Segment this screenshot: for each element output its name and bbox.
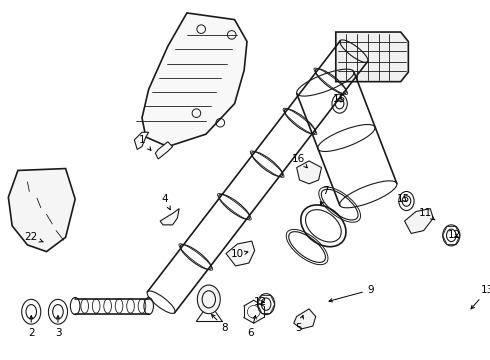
Text: 22: 22 — [24, 232, 43, 242]
Text: 8: 8 — [212, 315, 228, 333]
Text: 23: 23 — [0, 359, 1, 360]
Polygon shape — [134, 132, 148, 149]
Text: 10: 10 — [231, 249, 248, 260]
Text: 17: 17 — [0, 359, 1, 360]
Text: 6: 6 — [247, 315, 256, 338]
Text: 7: 7 — [320, 186, 329, 205]
Polygon shape — [8, 168, 75, 252]
Text: 18: 18 — [0, 359, 1, 360]
Text: 2: 2 — [28, 316, 35, 338]
Polygon shape — [405, 209, 433, 234]
Polygon shape — [142, 13, 247, 147]
Text: 12: 12 — [447, 230, 461, 240]
Polygon shape — [155, 142, 172, 159]
Text: 15: 15 — [333, 94, 346, 104]
Text: 1: 1 — [139, 135, 151, 150]
Text: 13: 13 — [471, 285, 490, 309]
Polygon shape — [336, 32, 408, 82]
Text: 12: 12 — [254, 297, 267, 307]
Text: 5: 5 — [295, 315, 303, 333]
Text: 3: 3 — [55, 316, 61, 338]
Text: 21: 21 — [0, 359, 1, 360]
Polygon shape — [226, 241, 255, 266]
Polygon shape — [294, 309, 316, 329]
Polygon shape — [160, 209, 179, 225]
Text: 20: 20 — [0, 359, 1, 360]
Text: 19: 19 — [0, 359, 1, 360]
Text: 9: 9 — [329, 285, 374, 302]
Polygon shape — [296, 161, 321, 184]
Text: 15: 15 — [397, 194, 410, 204]
Text: 4: 4 — [162, 194, 170, 210]
Ellipse shape — [197, 285, 220, 314]
Text: 11: 11 — [419, 208, 435, 220]
Text: 16: 16 — [292, 154, 307, 168]
Text: 14: 14 — [0, 359, 1, 360]
Text: 24: 24 — [0, 359, 1, 360]
